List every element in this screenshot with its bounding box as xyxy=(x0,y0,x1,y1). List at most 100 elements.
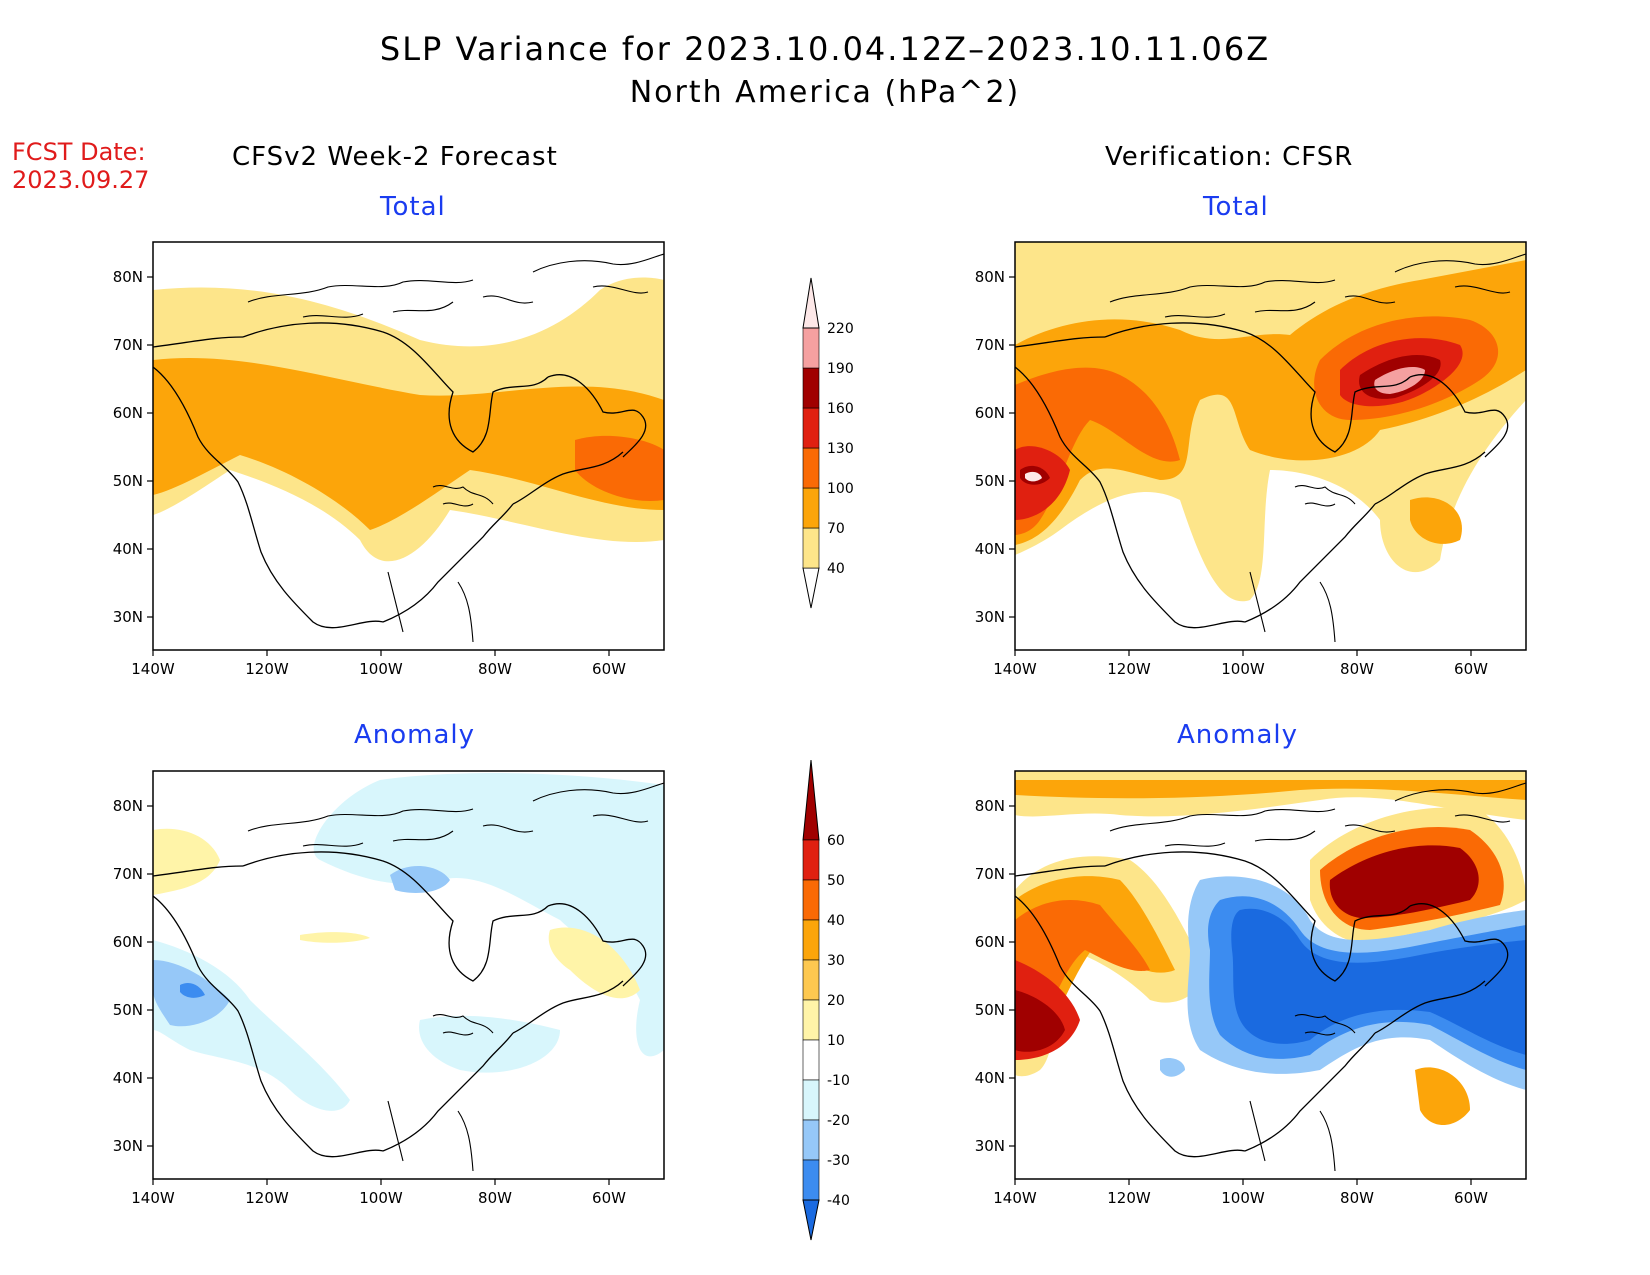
lat-tick-label: 80N xyxy=(975,797,1005,815)
colorbar-total-lower-arrow xyxy=(802,567,820,609)
colorbar-anomaly-swatch xyxy=(802,1159,820,1201)
frame-verification-total xyxy=(1014,241,1527,651)
colorbar-anomaly-swatch xyxy=(802,1119,820,1161)
colorbar-anomaly-label: 30 xyxy=(827,953,845,969)
lon-tick-label: 80W xyxy=(1340,1189,1374,1207)
frame-forecast-anomaly xyxy=(152,770,665,1180)
lat-tick-label: 60N xyxy=(975,933,1005,951)
lat-tick-label: 60N xyxy=(113,404,143,422)
colorbar-anomaly-swatch xyxy=(802,919,820,961)
lon-tick-label: 60W xyxy=(1454,1189,1488,1207)
colorbar-total-label: 40 xyxy=(827,561,845,577)
map-forecast-anomaly xyxy=(153,771,664,1179)
lat-tick-label: 80N xyxy=(113,268,143,286)
lon-tick-label: 60W xyxy=(592,660,626,678)
colorbar-total-swatch xyxy=(802,527,820,569)
colorbar-total-label: 130 xyxy=(827,441,854,457)
colorbar-anomaly-label: 60 xyxy=(827,833,845,849)
colorbar-total: 40 70 100 130 160 190 220 xyxy=(802,277,854,609)
colorbar-anomaly-lower-arrow xyxy=(802,1199,820,1241)
column-title-forecast: CFSv2 Week-2 Forecast xyxy=(232,142,558,172)
colorbar-anomaly-label: 10 xyxy=(827,1033,845,1049)
colorbar-anomaly-label: 20 xyxy=(827,993,845,1009)
lon-tick-label: 120W xyxy=(1107,660,1151,678)
lat-tick-label: 40N xyxy=(113,1069,143,1087)
main-title: SLP Variance for 2023.10.04.12Z–2023.10.… xyxy=(379,30,1271,68)
colorbar-anomaly-label: -20 xyxy=(827,1113,850,1129)
fcst-date: FCST Date: 2023.09.27 xyxy=(12,138,149,194)
main-subtitle: North America (hPa^2) xyxy=(629,75,1021,110)
lat-tick-label: 40N xyxy=(113,540,143,558)
lon-tick-label: 140W xyxy=(131,660,175,678)
panel-title-verification-total: Total xyxy=(1203,192,1269,222)
lat-tick-label: 30N xyxy=(113,1137,143,1155)
fcst-date-value: 2023.09.27 xyxy=(12,166,150,194)
colorbar-anomaly-label: -30 xyxy=(827,1153,850,1169)
lon-tick-label: 60W xyxy=(1454,660,1488,678)
lat-tick-label: 60N xyxy=(975,404,1005,422)
colorbar-anomaly-swatch xyxy=(802,1039,820,1081)
axis-ticks: 80N 70N 60N 50N 40N 30N 140W 120W 100W 80W 60W 80N 7… xyxy=(113,268,1488,1207)
lon-tick-label: 80W xyxy=(478,660,512,678)
colorbar-anomaly-swatch xyxy=(802,959,820,1001)
lon-tick-label: 80W xyxy=(1340,660,1374,678)
lon-tick-label: 100W xyxy=(359,660,403,678)
colorbar-total-label: 100 xyxy=(827,481,854,497)
colorbar-total-swatch xyxy=(802,367,820,409)
lon-tick-label: 100W xyxy=(1221,1189,1265,1207)
colorbar-anomaly-swatch xyxy=(802,1079,820,1121)
lat-tick-label: 30N xyxy=(113,608,143,626)
lat-tick-label: 50N xyxy=(975,472,1005,490)
lat-tick-label: 80N xyxy=(113,797,143,815)
colorbar-anomaly-label: -40 xyxy=(827,1193,850,1209)
lon-tick-label: 100W xyxy=(359,1189,403,1207)
colorbar-total-label: 70 xyxy=(827,521,845,537)
colorbar-total-upper-arrow xyxy=(802,277,820,329)
colorbar-total-swatch xyxy=(802,447,820,489)
lat-tick-label: 40N xyxy=(975,1069,1005,1087)
lon-tick-label: 100W xyxy=(1221,660,1265,678)
lat-tick-label: 70N xyxy=(975,336,1005,354)
lat-tick-label: 80N xyxy=(975,268,1005,286)
colorbar-total-swatch xyxy=(802,327,820,369)
colorbar-anomaly-label: -10 xyxy=(827,1073,850,1089)
frame-forecast-total xyxy=(152,241,665,651)
column-title-verification: Verification: CFSR xyxy=(1105,142,1354,172)
colorbar-total-label: 160 xyxy=(827,401,854,417)
lon-tick-label: 120W xyxy=(245,660,289,678)
colorbar-total-label: 220 xyxy=(827,321,854,337)
colorbar-total-swatch xyxy=(802,407,820,449)
lon-tick-label: 60W xyxy=(592,1189,626,1207)
panel-title-forecast-anomaly: Anomaly xyxy=(354,720,476,750)
colorbar-anomaly-upper-arrow xyxy=(802,759,820,841)
panel-title-verification-anomaly: Anomaly xyxy=(1177,720,1299,750)
panel-title-forecast-total: Total xyxy=(380,192,446,222)
lon-tick-label: 120W xyxy=(1107,1189,1151,1207)
lon-tick-label: 80W xyxy=(478,1189,512,1207)
lat-tick-label: 60N xyxy=(113,933,143,951)
colorbar-anomaly-swatch xyxy=(802,879,820,921)
colorbar-total-swatch xyxy=(802,487,820,529)
colorbar-anomaly-label: 50 xyxy=(827,873,845,889)
map-verification-total xyxy=(1015,242,1526,650)
map-forecast-total xyxy=(153,242,664,650)
fcst-date-label: FCST Date: xyxy=(12,138,146,166)
colorbar-anomaly-label: 40 xyxy=(827,913,845,929)
lon-tick-label: 140W xyxy=(993,1189,1037,1207)
lon-tick-label: 120W xyxy=(245,1189,289,1207)
frame-verification-anomaly xyxy=(1014,770,1527,1180)
lat-tick-label: 50N xyxy=(113,472,143,490)
lat-tick-label: 30N xyxy=(975,1137,1005,1155)
colorbar-anomaly-swatch xyxy=(802,999,820,1041)
lat-tick-label: 70N xyxy=(113,865,143,883)
lon-tick-label: 140W xyxy=(993,660,1037,678)
lat-tick-label: 70N xyxy=(975,865,1005,883)
lon-tick-label: 140W xyxy=(131,1189,175,1207)
colorbar-total-label: 190 xyxy=(827,361,854,377)
lat-tick-label: 70N xyxy=(113,336,143,354)
colorbar-anomaly: 60 50 40 30 20 10 -10 -20 -30 -40 xyxy=(802,759,850,1241)
map-verification-anomaly xyxy=(1015,771,1526,1179)
lat-tick-label: 40N xyxy=(975,540,1005,558)
lat-tick-label: 30N xyxy=(975,608,1005,626)
